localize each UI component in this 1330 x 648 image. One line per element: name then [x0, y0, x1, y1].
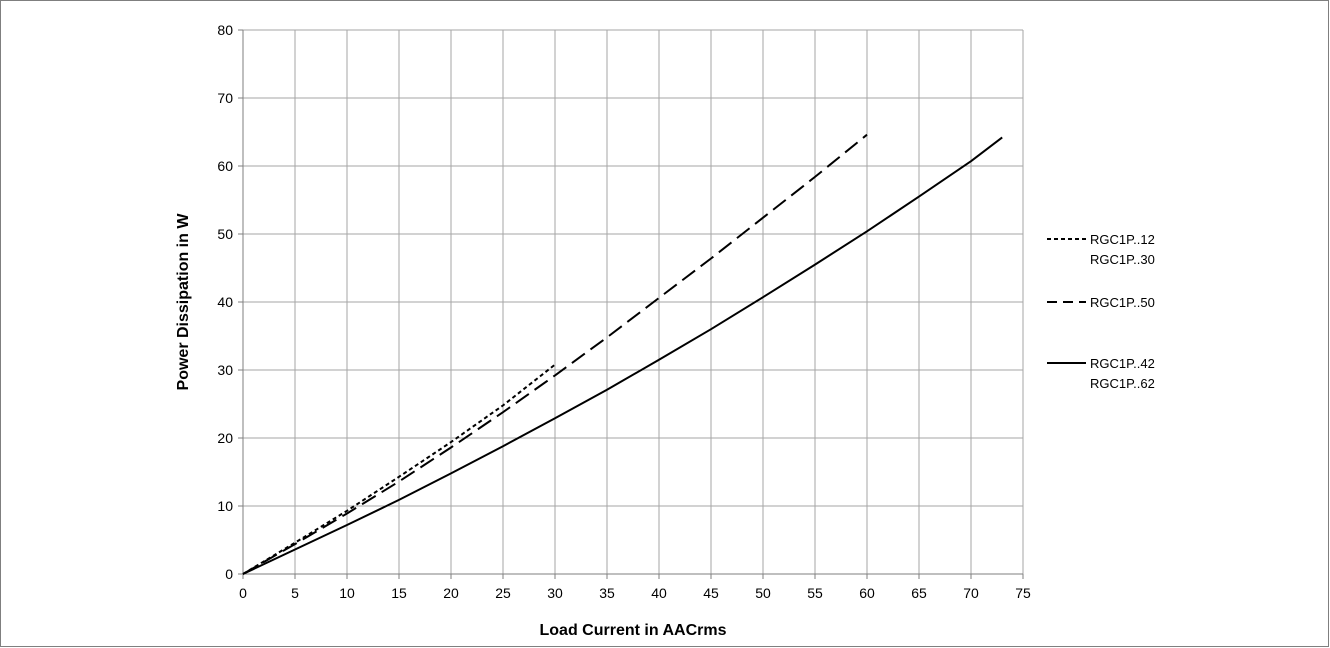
- y-tick-label: 40: [217, 294, 233, 310]
- legend-label: RGC1P..50: [1090, 295, 1155, 310]
- legend-label: RGC1P..62: [1090, 376, 1155, 391]
- x-tick-label: 15: [391, 585, 407, 601]
- x-axis-title: Load Current in AACrms: [540, 622, 727, 639]
- legend-label: RGC1P..42: [1090, 356, 1155, 371]
- legend-label: RGC1P..30: [1090, 252, 1155, 267]
- y-tick-label: 50: [217, 226, 233, 242]
- y-tick-label: 20: [217, 430, 233, 446]
- x-tick-label: 75: [1015, 585, 1031, 601]
- series-line-dotted: [242, 363, 556, 575]
- x-tick-label: 40: [651, 585, 667, 601]
- x-tick-label: 10: [339, 585, 355, 601]
- x-tick-label: 30: [547, 585, 563, 601]
- series-layer: [242, 133, 1003, 575]
- x-tick-label: 55: [807, 585, 823, 601]
- legend: RGC1P..12 RGC1P..30 RGC1P..50 RGC1P..42 RGC1…: [1047, 232, 1155, 391]
- y-axis-title: Power Dissipation in W: [175, 213, 192, 391]
- y-tick-label: 10: [217, 498, 233, 514]
- y-tick-label: 70: [217, 90, 233, 106]
- y-tick-labels: 0 10 20 30 40 50 60 70 80: [217, 22, 233, 582]
- series-line-dashed: [242, 133, 868, 575]
- y-tick-label: 60: [217, 158, 233, 174]
- legend-label: RGC1P..12: [1090, 232, 1155, 247]
- y-tick-label: 30: [217, 362, 233, 378]
- x-tick-labels: 0 5 10 15 20 25 30 35 40 45 50 55 60 65 70 75: [239, 585, 1031, 601]
- x-tick-label: 0: [239, 585, 247, 601]
- x-tick-label: 35: [599, 585, 615, 601]
- x-tick-label: 50: [755, 585, 771, 601]
- x-tick-label: 60: [859, 585, 875, 601]
- y-tick-label: 80: [217, 22, 233, 38]
- x-tick-label: 20: [443, 585, 459, 601]
- x-tick-label: 65: [911, 585, 927, 601]
- x-tick-label: 70: [963, 585, 979, 601]
- series-line-solid: [242, 136, 1003, 575]
- grid-lines: [238, 29, 1024, 579]
- x-tick-label: 45: [703, 585, 719, 601]
- y-tick-label: 0: [225, 566, 233, 582]
- x-tick-label: 5: [291, 585, 299, 601]
- x-tick-label: 25: [495, 585, 511, 601]
